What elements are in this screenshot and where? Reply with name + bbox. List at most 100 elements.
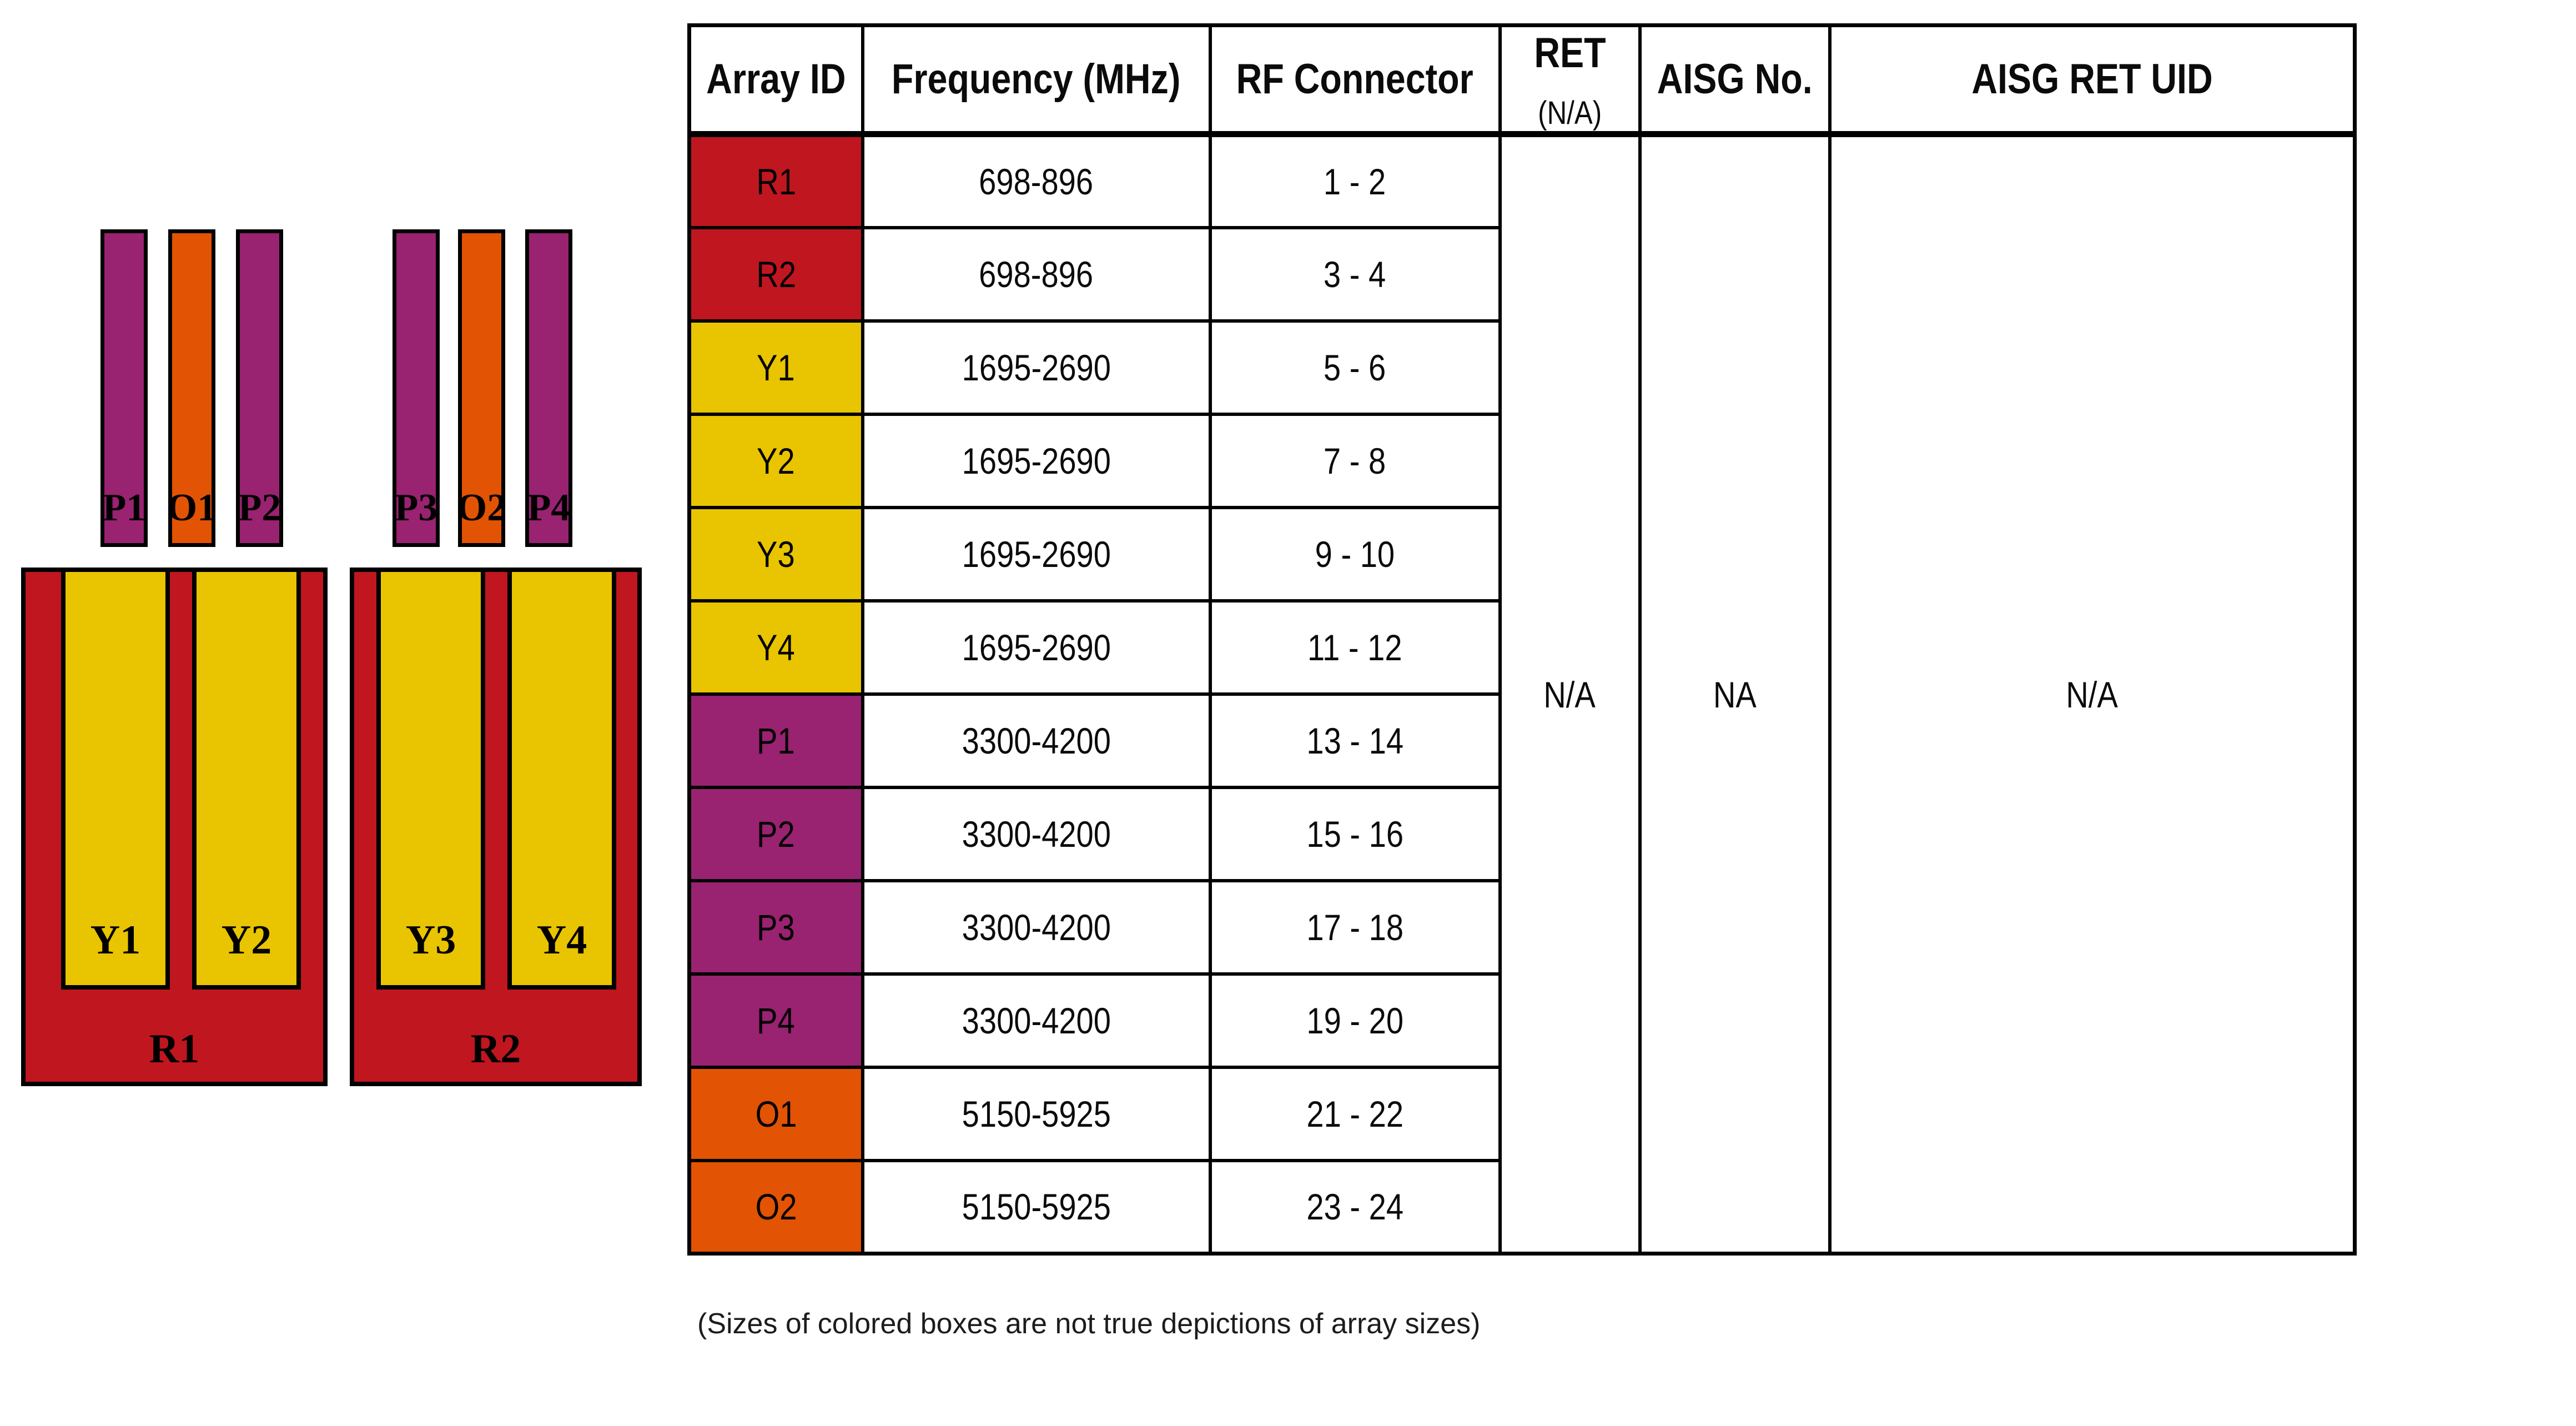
cell-rf-connector: 13 - 14 bbox=[1208, 692, 1502, 789]
cell-frequency-label: 5150-5925 bbox=[962, 1093, 1111, 1134]
cell-array-id-label: R2 bbox=[756, 253, 796, 295]
cell-aisg-ret-uid-merged: N/A bbox=[1828, 132, 2357, 1256]
cell-array-id-label: Y3 bbox=[757, 533, 796, 575]
array-bar-label: P2 bbox=[238, 486, 281, 529]
array-panel-label: R2 bbox=[470, 1026, 521, 1072]
table-row: O2 5150-5925 23 - 24 bbox=[687, 1158, 2355, 1256]
cell-rf-connector-label: 15 - 16 bbox=[1306, 813, 1403, 855]
cell-array-id-label: P4 bbox=[757, 1000, 796, 1041]
array-bar-label: P1 bbox=[102, 486, 146, 529]
col-header-ret-sub-label: (N/A) bbox=[1537, 95, 1602, 132]
cell-frequency: 5150-5925 bbox=[861, 1158, 1212, 1256]
cell-rf-connector-label: 13 - 14 bbox=[1306, 720, 1403, 761]
cell-frequency: 698-896 bbox=[861, 225, 1212, 323]
array-subpanel-y1: Y1 bbox=[61, 572, 170, 990]
array-spec-table-wrap: Array ID Frequency (MHz) RF Connector RE… bbox=[687, 23, 2357, 1256]
cell-array-id: O1 bbox=[687, 1065, 864, 1162]
array-bar-o1: O1 bbox=[167, 229, 217, 547]
cell-ret-label: N/A bbox=[1543, 674, 1596, 715]
array-subpanel-y3: Y3 bbox=[376, 572, 485, 990]
cell-frequency: 1695-2690 bbox=[861, 412, 1212, 509]
cell-rf-connector-label: 17 - 18 bbox=[1306, 906, 1403, 948]
array-bar-p4: P4 bbox=[525, 229, 572, 547]
cell-rf-connector: 3 - 4 bbox=[1208, 225, 1502, 323]
cell-rf-connector: 7 - 8 bbox=[1208, 412, 1502, 509]
table-row: R1 698-896 1 - 2 N/A NA N/A bbox=[687, 132, 2357, 1256]
array-subpanel-label: Y1 bbox=[90, 917, 141, 963]
cell-array-id-label: R1 bbox=[756, 160, 796, 202]
cell-rf-connector-label: 1 - 2 bbox=[1324, 160, 1386, 202]
header-row: Array ID Frequency (MHz) RF Connector RE… bbox=[687, 23, 2357, 137]
table-row: Y4 1695-2690 11 - 12 bbox=[687, 599, 2355, 696]
cell-frequency-label: 3300-4200 bbox=[962, 906, 1111, 948]
cell-rf-connector: 5 - 6 bbox=[1208, 319, 1502, 416]
table-row: O1 5150-5925 21 - 22 bbox=[687, 1065, 2355, 1162]
cell-frequency-label: 1695-2690 bbox=[962, 626, 1111, 668]
cell-frequency-label: 3300-4200 bbox=[962, 720, 1111, 761]
array-panel-label: R1 bbox=[149, 1026, 200, 1072]
cell-frequency: 1695-2690 bbox=[861, 599, 1212, 696]
cell-array-id-label: Y4 bbox=[757, 626, 796, 668]
array-subpanel-label: Y3 bbox=[405, 917, 456, 963]
col-header-array-id-label: Array ID bbox=[706, 55, 846, 103]
col-header-aisg-ret-uid: AISG RET UID bbox=[1828, 23, 2357, 137]
col-header-array-id: Array ID bbox=[687, 23, 864, 137]
table-row: Y3 1695-2690 9 - 10 bbox=[687, 505, 2355, 602]
cell-aisg-no-merged: NA bbox=[1638, 132, 1832, 1256]
array-subpanel-label: Y4 bbox=[536, 917, 587, 963]
cell-rf-connector: 11 - 12 bbox=[1208, 599, 1502, 696]
table-row: Y2 1695-2690 7 - 8 bbox=[687, 412, 2355, 509]
cell-rf-connector: 17 - 18 bbox=[1208, 878, 1502, 976]
cell-frequency: 5150-5925 bbox=[861, 1065, 1212, 1162]
cell-array-id: R2 bbox=[687, 225, 864, 323]
cell-array-id-label: O1 bbox=[755, 1093, 797, 1134]
cell-array-id: P2 bbox=[687, 785, 864, 882]
cell-rf-connector: 19 - 20 bbox=[1208, 972, 1502, 1069]
cell-frequency: 3300-4200 bbox=[861, 972, 1212, 1069]
array-bar-label: O2 bbox=[456, 486, 507, 529]
array-spec-table: Array ID Frequency (MHz) RF Connector RE… bbox=[687, 23, 2357, 1256]
array-bar-label: P3 bbox=[394, 486, 438, 529]
array-bar-o2: O2 bbox=[456, 229, 507, 547]
col-header-frequency-label: Frequency (MHz) bbox=[892, 55, 1181, 103]
cell-rf-connector-label: 7 - 8 bbox=[1324, 440, 1386, 481]
col-header-rf-connector: RF Connector bbox=[1208, 23, 1502, 137]
col-header-rf-connector-label: RF Connector bbox=[1236, 55, 1474, 103]
table-row: R2 698-896 3 - 4 bbox=[687, 225, 2355, 323]
col-header-aisg-no: AISG No. bbox=[1638, 23, 1832, 137]
cell-frequency: 698-896 bbox=[861, 132, 1212, 229]
array-bar-label: P4 bbox=[527, 486, 571, 529]
cell-frequency-label: 3300-4200 bbox=[962, 1000, 1111, 1041]
cell-rf-connector-label: 5 - 6 bbox=[1324, 347, 1386, 388]
cell-array-id-label: Y1 bbox=[757, 347, 796, 388]
cell-array-id: R1 bbox=[687, 132, 864, 229]
cell-rf-connector-label: 23 - 24 bbox=[1306, 1186, 1403, 1228]
cell-array-id: Y4 bbox=[687, 599, 864, 696]
col-header-aisg-no-label: AISG No. bbox=[1657, 55, 1813, 103]
array-bar-p2: P2 bbox=[236, 229, 283, 547]
col-header-ret-label: RET bbox=[1533, 29, 1606, 77]
cell-array-id-label: O2 bbox=[755, 1186, 797, 1228]
cell-frequency-label: 698-896 bbox=[979, 160, 1094, 202]
cell-rf-connector: 21 - 22 bbox=[1208, 1065, 1502, 1162]
array-bar-p1: P1 bbox=[100, 229, 148, 547]
cell-rf-connector-label: 11 - 12 bbox=[1307, 626, 1402, 668]
cell-frequency-label: 5150-5925 bbox=[962, 1186, 1111, 1228]
cell-rf-connector-label: 19 - 20 bbox=[1306, 1000, 1403, 1041]
array-subpanel-y2: Y2 bbox=[192, 572, 301, 990]
cell-array-id-label: Y2 bbox=[757, 440, 796, 481]
col-header-frequency: Frequency (MHz) bbox=[861, 23, 1212, 137]
cell-frequency: 3300-4200 bbox=[861, 785, 1212, 882]
cell-array-id: Y3 bbox=[687, 505, 864, 602]
table-row: P1 3300-4200 13 - 14 bbox=[687, 692, 2355, 789]
cell-array-id: Y2 bbox=[687, 412, 864, 509]
cell-frequency: 3300-4200 bbox=[861, 692, 1212, 789]
array-bar-label: O1 bbox=[167, 486, 217, 529]
cell-rf-connector: 23 - 24 bbox=[1208, 1158, 1502, 1256]
cell-frequency-label: 1695-2690 bbox=[962, 347, 1111, 388]
cell-array-id: O2 bbox=[687, 1158, 864, 1256]
cell-array-id-label: P3 bbox=[757, 906, 796, 948]
array-subpanel-y4: Y4 bbox=[507, 572, 616, 990]
cell-rf-connector: 1 - 2 bbox=[1208, 132, 1502, 229]
